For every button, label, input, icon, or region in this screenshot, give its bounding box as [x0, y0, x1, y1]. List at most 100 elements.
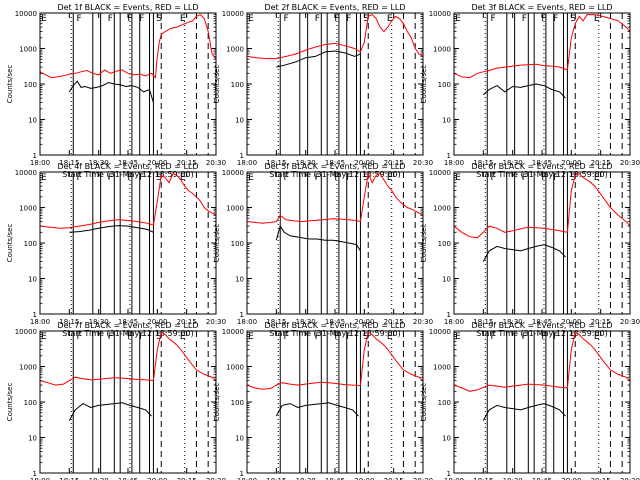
y-tick-label: 1000	[226, 46, 244, 54]
y-tick-label: 100	[438, 240, 451, 248]
x-tick-label: 18:30	[503, 477, 523, 480]
marker-letter: F	[346, 14, 351, 24]
x-tick-label: 18:15	[59, 477, 79, 480]
marker-letter: E	[180, 332, 186, 342]
marker-letter: F	[522, 173, 527, 183]
y-axis-label: Counts/sec	[420, 224, 428, 263]
marker-letter: E	[41, 332, 47, 342]
x-tick-label: 18:45	[118, 159, 138, 167]
x-tick-label: 20:30	[413, 477, 433, 480]
panel-title: Det 5f BLACK = Events, RED = LLD	[264, 162, 405, 171]
y-tick-label: 100	[438, 81, 451, 89]
y-tick-label: 10	[442, 435, 451, 443]
marker-letter: F	[346, 332, 351, 342]
series-events	[482, 403, 566, 421]
panel-2: Det 2f BLACK = Events, RED = LLD Counts/s…	[213, 3, 433, 179]
x-tick-label: 20:15	[177, 477, 197, 480]
series-events	[68, 80, 154, 103]
marker-letter: F	[127, 14, 132, 24]
panel-title: Det 4f BLACK = Events, RED = LLD	[57, 162, 198, 171]
marker-letter: E	[594, 14, 600, 24]
marker-letter: E	[387, 173, 393, 183]
marker-letter: E	[248, 332, 254, 342]
marker-letter: S	[363, 332, 369, 342]
y-tick-label: 1	[33, 152, 37, 160]
x-tick-label: 18:45	[325, 159, 345, 167]
x-tick-label: 20:00	[354, 318, 374, 326]
marker-letter: E	[387, 14, 393, 24]
y-tick-label: 1000	[19, 205, 37, 213]
x-tick-label: 18:30	[296, 159, 316, 167]
x-tick-label: 20:30	[206, 477, 226, 480]
x-tick-label: 20:30	[206, 318, 226, 326]
marker-letter: E	[248, 173, 254, 183]
marker-letter: F	[315, 173, 320, 183]
marker-letter: F	[139, 173, 144, 183]
y-axis-label: Counts/sec	[213, 383, 221, 422]
x-tick-label: 18:30	[89, 159, 109, 167]
panel-title: Det 1f BLACK = Events, RED = LLD	[57, 3, 198, 12]
y-tick-label: 100	[438, 399, 451, 407]
marker-letter: S	[570, 14, 576, 24]
marker-letter: F	[522, 14, 527, 24]
plot-frame	[246, 330, 424, 474]
marker-letter: F	[553, 14, 558, 24]
plot-frame	[453, 12, 631, 156]
marker-letter: F	[139, 332, 144, 342]
y-tick-label: 10	[235, 117, 244, 125]
marker-letter: S	[156, 173, 162, 183]
marker-letter: E	[594, 173, 600, 183]
y-tick-label: 10	[235, 435, 244, 443]
x-tick-label: 20:15	[591, 159, 611, 167]
marker-letter: F	[315, 14, 320, 24]
x-tick-label: 18:00	[444, 318, 464, 326]
y-tick-label: 10000	[429, 10, 451, 18]
marker-letter: S	[570, 332, 576, 342]
marker-letter: F	[77, 173, 82, 183]
marker-letter: F	[541, 332, 546, 342]
x-tick-label: 20:15	[591, 477, 611, 480]
x-tick-label: 18:00	[444, 477, 464, 480]
panel-title: Det 6f BLACK = Events, RED = LLD	[471, 162, 612, 171]
y-tick-label: 10000	[429, 169, 451, 177]
panel-3: Det 3f BLACK = Events, RED = LLD Counts/s…	[420, 3, 640, 179]
x-tick-label: 18:45	[532, 477, 552, 480]
x-tick-label: 18:00	[237, 477, 257, 480]
marker-letter: F	[77, 332, 82, 342]
marker-letter: F	[284, 14, 289, 24]
x-tick-label: 20:15	[591, 318, 611, 326]
x-tick-label: 18:15	[59, 159, 79, 167]
series-lld	[453, 331, 631, 392]
x-tick-label: 18:30	[296, 318, 316, 326]
x-tick-label: 18:00	[237, 318, 257, 326]
x-tick-label: 18:30	[89, 477, 109, 480]
x-tick-label: 20:15	[177, 318, 197, 326]
marker-letter: F	[77, 14, 82, 24]
y-tick-label: 10000	[429, 328, 451, 336]
marker-letter: F	[522, 332, 527, 342]
marker-letter: F	[491, 14, 496, 24]
y-tick-label: 1000	[433, 46, 451, 54]
x-tick-label: 18:15	[266, 159, 286, 167]
marker-letter: S	[570, 173, 576, 183]
y-axis-label: Counts/sec	[420, 65, 428, 104]
y-tick-label: 1	[33, 470, 37, 478]
marker-letter: F	[541, 14, 546, 24]
x-tick-label: 18:30	[503, 318, 523, 326]
x-tick-label: 20:00	[354, 477, 374, 480]
y-tick-label: 1000	[19, 46, 37, 54]
marker-letter: E	[387, 332, 393, 342]
panel-7: Det 7f BLACK = Events, RED = LLD Counts/s…	[6, 321, 226, 480]
panel-8: Det 8f BLACK = Events, RED = LLD Counts/s…	[213, 321, 433, 480]
panel-title: Det 9f BLACK = Events, RED = LLD	[471, 321, 612, 330]
x-tick-label: 20:30	[413, 159, 433, 167]
marker-letter: F	[334, 332, 339, 342]
x-tick-label: 18:30	[503, 159, 523, 167]
marker-letter: F	[491, 173, 496, 183]
y-tick-label: 10	[442, 276, 451, 284]
y-tick-label: 10000	[15, 10, 37, 18]
x-tick-label: 18:00	[237, 159, 257, 167]
marker-letter: E	[455, 332, 461, 342]
x-tick-label: 20:00	[561, 318, 581, 326]
y-axis-label: Counts/sec	[213, 65, 221, 104]
